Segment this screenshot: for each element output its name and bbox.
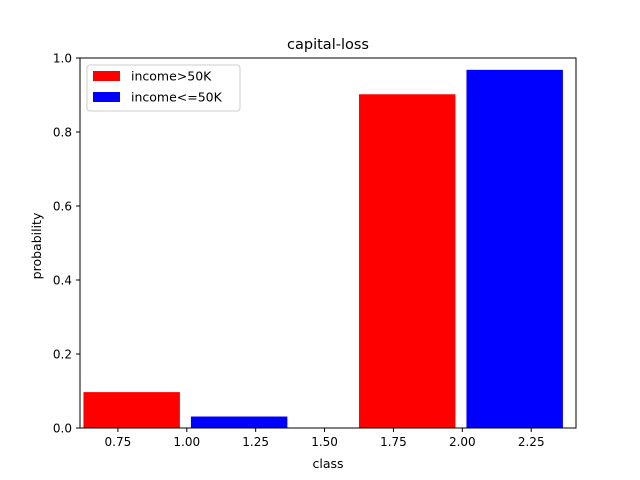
y-tick-label: 1.0 bbox=[53, 52, 72, 66]
legend-swatch bbox=[93, 71, 120, 81]
legend-box bbox=[86, 64, 241, 112]
legend-label: income<=50K bbox=[131, 90, 223, 105]
legend-label: income>50K bbox=[131, 69, 212, 84]
plot-frame bbox=[79, 57, 577, 429]
chart-title: capital-loss bbox=[287, 37, 369, 53]
x-tick-label: 1.50 bbox=[311, 435, 338, 449]
bar-series-1-1 bbox=[466, 69, 563, 428]
x-tick-label: 1.00 bbox=[173, 435, 200, 449]
x-axis-label: class bbox=[312, 456, 343, 471]
x-tick-label: 1.75 bbox=[380, 435, 407, 449]
y-tick-label: 0.4 bbox=[53, 274, 72, 288]
y-axis: 0.0 0.2 0.4 0.6 0.8 1.0 bbox=[53, 52, 80, 436]
legend-swatch bbox=[93, 92, 120, 102]
legend: income>50K income<=50K bbox=[86, 64, 241, 112]
bar-series-0-1 bbox=[359, 94, 456, 428]
y-tick-label: 0.8 bbox=[53, 126, 72, 140]
x-tick-label: 2.25 bbox=[518, 435, 545, 449]
x-tick-label: 1.25 bbox=[242, 435, 269, 449]
x-tick-label: 0.75 bbox=[105, 435, 132, 449]
x-tick-label: 2.00 bbox=[449, 435, 476, 449]
y-tick-label: 0.2 bbox=[53, 348, 72, 362]
y-tick-label: 0.6 bbox=[53, 200, 72, 214]
bars-layer bbox=[83, 69, 563, 428]
y-tick-label: 0.0 bbox=[53, 422, 72, 436]
bar-series-1-0 bbox=[190, 416, 288, 428]
y-axis-label: probability bbox=[29, 212, 44, 279]
bar-series-0-0 bbox=[83, 392, 180, 428]
x-axis: 0.75 1.00 1.25 1.50 1.75 2.00 2.25 bbox=[105, 428, 545, 449]
